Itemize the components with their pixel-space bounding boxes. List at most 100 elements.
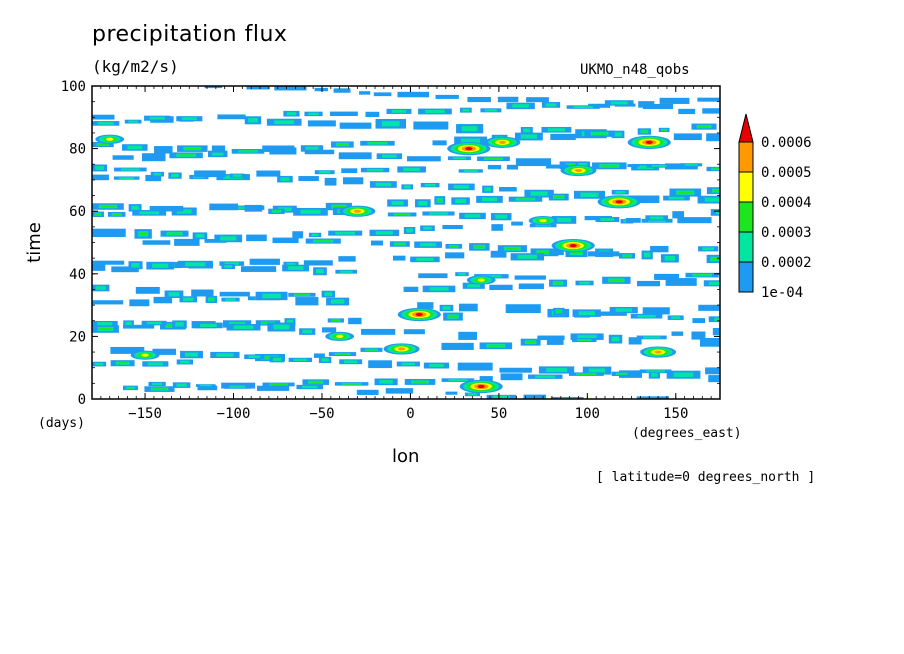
heat-cell [194,170,226,178]
heat-cell [248,118,258,123]
heat-cell [295,297,319,306]
heat-cell [315,269,324,274]
heat-cell [418,273,448,279]
heat-cell [139,232,148,236]
heat-cell [708,281,720,285]
heat-cell [417,302,434,309]
heat-cell [488,344,504,347]
heat-cell [272,357,282,362]
heat-cell [337,143,348,146]
x-tick-label: 0 [406,406,414,422]
heat-cell [651,372,658,377]
heat-cell [375,182,392,187]
heat-cell [302,385,318,389]
heat-cell [623,255,631,257]
heat-cell [615,308,632,312]
heat-cell [176,209,192,214]
heat-cell [100,205,116,208]
hotspot [498,140,507,144]
heat-cell [272,210,281,213]
heat-cell [694,274,710,276]
heat-cell [702,247,715,251]
heat-cell [341,168,358,174]
heat-cell [366,168,384,172]
heat-cell [120,168,140,171]
heat-cell [366,349,377,351]
heat-cell [271,383,286,386]
heat-cell [154,146,173,154]
heat-cell [200,323,217,327]
heat-cell [698,304,720,311]
heat-cell [92,263,106,271]
heat-cell [550,133,576,141]
heat-cell [307,120,336,127]
heat-cell [712,168,720,170]
heat-cell [535,224,551,227]
heat-cell [131,263,140,268]
heat-cell [642,103,674,110]
heat-cell [304,149,335,155]
heat-cell [315,240,332,242]
hotspot [574,168,583,173]
heat-cell [641,130,648,133]
heat-cell [184,352,199,357]
heat-cell [577,334,597,339]
heat-cell [176,383,187,387]
heat-cell [661,129,667,131]
heat-cell [248,355,261,359]
heat-cell [339,122,372,129]
heat-cell [416,257,434,261]
heat-cell [403,167,420,172]
heat-cell [580,192,599,197]
hotspot [615,200,623,204]
heat-cell [625,217,641,223]
heat-cell [691,331,706,340]
heat-cell [650,245,669,253]
heat-cell [97,322,113,326]
heat-cell [520,134,537,139]
heat-cell [484,187,491,192]
heat-cell [664,163,698,170]
heat-cell [147,362,163,366]
heat-cell [333,88,351,93]
heat-cell [212,152,224,156]
heat-cell [92,300,124,305]
heat-cell [708,401,742,404]
heat-cell [523,394,547,399]
heat-cell [324,177,337,186]
heat-cell [609,279,623,282]
heat-cell [648,370,663,372]
x-tick-label: 100 [575,406,600,422]
heat-cell [211,145,226,153]
heat-cell [338,256,356,262]
heat-cell [626,195,660,203]
heat-cell [628,337,642,345]
x-axis-label: lon [392,446,420,467]
heat-cell [497,96,519,103]
heat-cell [413,121,449,130]
hotspot [645,140,653,144]
heat-cell [141,153,166,162]
heat-cell [571,251,582,254]
heat-cell [429,212,448,215]
heat-cell [711,257,720,261]
heat-cell [185,147,200,150]
colorbar-segment [738,261,754,293]
heat-cell [356,389,379,395]
heat-cell [673,133,702,141]
heat-cell [277,207,292,212]
heat-cell [514,275,546,280]
y-axis-label: time [23,222,45,263]
heat-cell [153,296,173,304]
heat-cell [579,281,590,285]
colorbar-label: 0.0003 [761,225,812,241]
heat-cell [671,331,684,336]
heat-cell [286,319,294,324]
heat-cell [152,263,169,268]
heat-cell [391,201,404,205]
heat-cell [651,164,667,167]
hotspot [539,218,547,223]
colorbar-label: 0.0004 [761,195,812,211]
x-axis-ticks: −150 −100 −50 0 50 100 150 [100,86,721,422]
heat-cell [424,183,436,187]
